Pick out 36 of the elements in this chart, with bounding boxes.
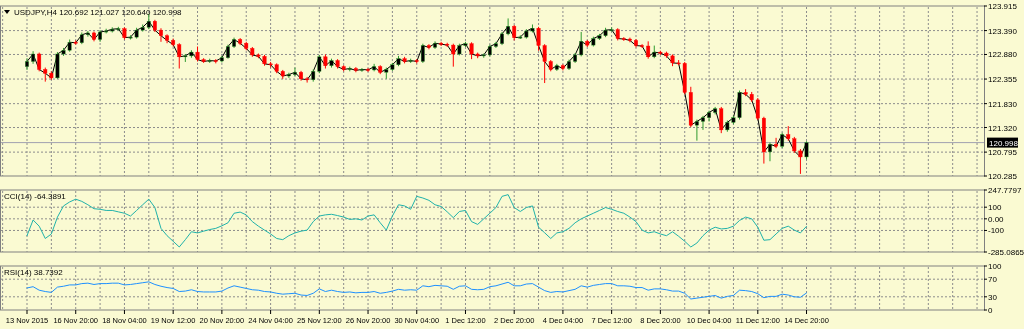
candlestick (159, 27, 163, 43)
candlestick (701, 115, 705, 131)
candlestick (366, 67, 370, 73)
y-tick-label: -100 (988, 226, 1005, 236)
candlestick (719, 106, 724, 134)
y-tick-label: 247.7797 (988, 186, 1022, 195)
y-tick-label: 123.915 (988, 2, 1018, 11)
y-tick-label: 30 (988, 292, 998, 302)
y-tick-label: 120.795 (988, 148, 1018, 158)
candlestick (360, 67, 364, 73)
y-tick-label: 0.00 (988, 214, 1005, 224)
candlestick (774, 137, 778, 149)
candlestick (305, 76, 310, 84)
candlestick (420, 43, 425, 64)
y-tick-label: 0 (988, 306, 993, 315)
chart-title: RSI(14) 38.7392 (4, 268, 64, 277)
ref-line-label: 120.998 (989, 138, 1019, 148)
y-tick-label: -285.0865 (988, 248, 1024, 257)
candlestick (293, 67, 297, 77)
y-tick-label: 121.830 (988, 99, 1018, 109)
y-tick-label: 122.355 (988, 75, 1018, 85)
y-tick-label: 121.320 (988, 123, 1018, 133)
y-tick-label: 122.880 (988, 50, 1018, 60)
y-tick-label: 120.285 (988, 172, 1018, 181)
candlestick (86, 30, 90, 38)
candlestick (695, 119, 699, 142)
y-tick-label: 100 (988, 203, 1002, 213)
y-tick-label: 100 (988, 262, 1002, 271)
y-tick-label: 70 (988, 275, 998, 285)
chart-title: USDJPY,H4 120.692 121.027 120.640 120.998 (14, 8, 183, 17)
chart-title: CCI(14) -64.3891 (4, 192, 67, 201)
candlestick (439, 41, 444, 47)
candlestick (579, 31, 584, 57)
line-series (26, 281, 808, 300)
y-tick-label: 123.390 (988, 26, 1018, 36)
candlestick (640, 43, 644, 49)
